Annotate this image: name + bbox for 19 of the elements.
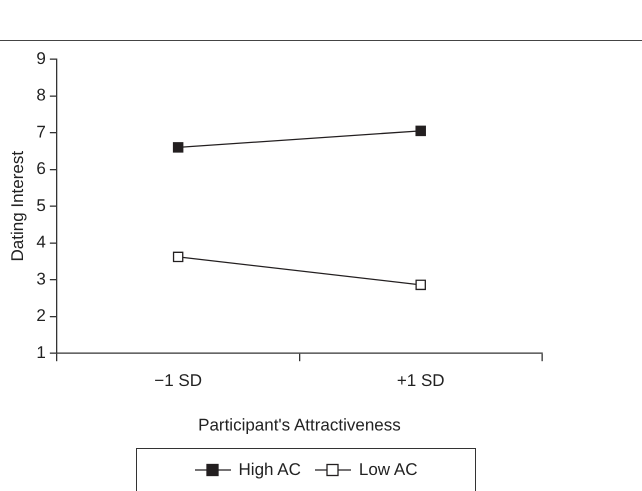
y-tick-label: 1 (36, 342, 46, 362)
y-tick-label: 6 (36, 159, 46, 178)
legend-label: Low AC (358, 460, 418, 480)
y-tick-label: 9 (36, 48, 46, 68)
y-tick-label: 5 (36, 196, 46, 215)
y-tick-label: 8 (36, 86, 46, 105)
y-tick-label: 4 (36, 232, 46, 252)
point (172, 142, 184, 153)
y-tick-label: 3 (36, 269, 46, 288)
y-tick-label: 7 (36, 122, 46, 142)
y-tick-label: 2 (36, 306, 46, 326)
point (172, 252, 184, 262)
point (415, 126, 426, 136)
x-tick-label: +1 SD (396, 371, 445, 390)
x-axis-title: Participant's Attractiveness (198, 415, 401, 434)
x-tick-label: −1 SD (154, 371, 202, 390)
y-axis-title: Dating Interest (8, 150, 27, 262)
legend-label: High AC (238, 460, 301, 480)
point (415, 280, 426, 290)
